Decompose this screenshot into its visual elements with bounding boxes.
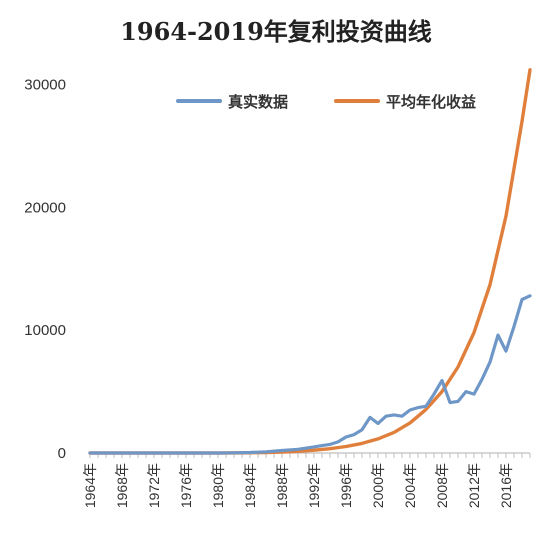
x-axis: 1964年 1968年 1972年 1976年 1980年 1984年 1988年 1992年… bbox=[82, 452, 531, 508]
y-tick-label: 30000 bbox=[24, 77, 66, 94]
y-axis-ticks: 0 10000 20000 30000 bbox=[24, 77, 66, 462]
x-tick-label: 2016年 bbox=[498, 463, 514, 508]
legend-label: 真实数据 bbox=[228, 93, 288, 111]
x-tick-label: 1992年 bbox=[306, 463, 322, 508]
x-tick-label: 2008年 bbox=[434, 463, 450, 508]
x-tick-label: 1988年 bbox=[274, 463, 290, 508]
y-tick-label: 0 bbox=[58, 445, 66, 462]
x-tick-label: 1972年 bbox=[146, 463, 162, 508]
y-tick-label: 20000 bbox=[24, 199, 66, 216]
x-tick-label: 1968年 bbox=[114, 463, 130, 508]
chart-title: 1964-2019年复利投资曲线 bbox=[120, 17, 432, 46]
legend-label: 平均年化收益 bbox=[386, 93, 476, 111]
x-tick-label: 1996年 bbox=[338, 463, 354, 508]
x-tick-label: 1980年 bbox=[210, 463, 226, 508]
x-tick-label: 1976年 bbox=[178, 463, 194, 508]
x-tick-label: 1964年 bbox=[82, 463, 98, 508]
x-tick-label: 2004年 bbox=[402, 463, 418, 508]
x-tick-label: 1984年 bbox=[242, 463, 258, 508]
legend: 真实数据 平均年化收益 bbox=[176, 93, 476, 111]
y-tick-label: 10000 bbox=[24, 322, 66, 339]
series-layer bbox=[88, 68, 532, 455]
series-line-1 bbox=[88, 294, 532, 455]
x-tick-label: 2000年 bbox=[370, 463, 386, 508]
x-tick-label: 2012年 bbox=[466, 463, 482, 508]
